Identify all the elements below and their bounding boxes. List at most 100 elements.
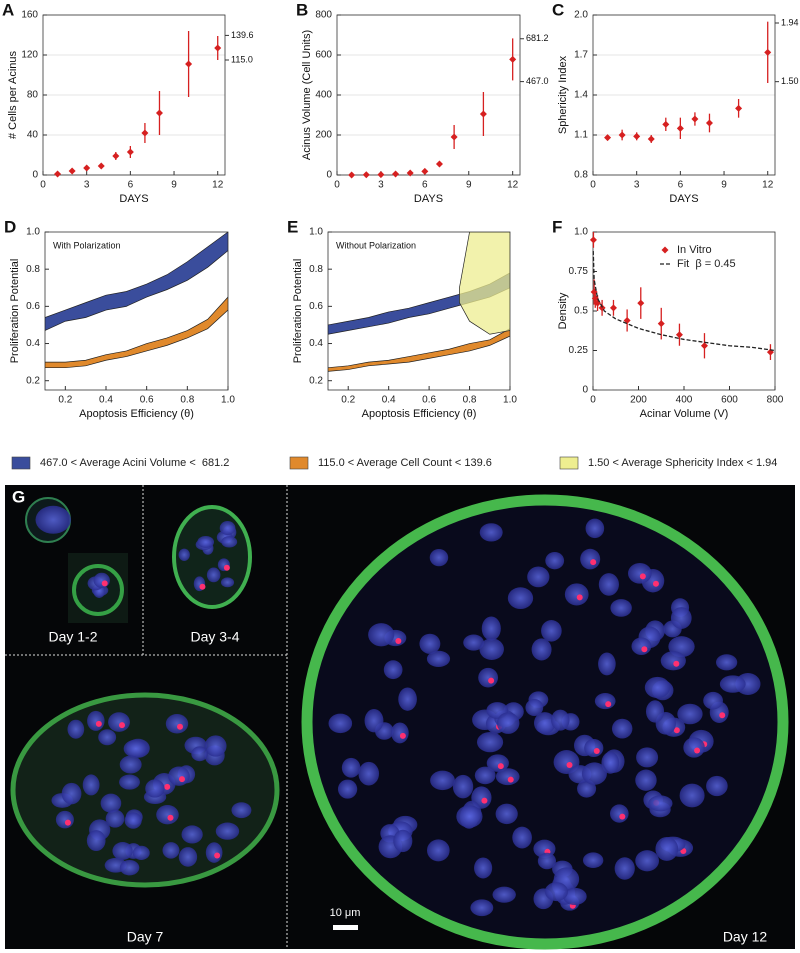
panel-label: C xyxy=(552,0,564,19)
point xyxy=(691,115,699,123)
y-tick-label: 1.4 xyxy=(574,90,588,101)
nucleus xyxy=(716,654,738,671)
x-axis-label: Acinar Volume (V) xyxy=(640,408,729,420)
marker-spot xyxy=(576,594,583,601)
nucleus xyxy=(231,802,252,819)
y-tick-label: 0.2 xyxy=(309,375,323,386)
y-tick-label: 0 xyxy=(326,170,332,181)
marker-spot xyxy=(199,583,206,590)
nucleus xyxy=(215,822,240,840)
marker-spot xyxy=(488,677,495,684)
chart: 0.2 0.4 0.6 0.8 1.0 0.2 0.4 0.6 0.8 1.0 Apoptosis … xyxy=(4,217,235,419)
x-tick-label: 6 xyxy=(128,180,134,191)
plot-frame xyxy=(44,231,229,391)
nucleus xyxy=(719,675,746,693)
point xyxy=(633,132,641,140)
nucleus xyxy=(82,774,100,796)
chart: 0 200 400 600 800 0 3 6 9 12 DAYS Acinus Volume (Ce… xyxy=(296,0,549,204)
nucleus xyxy=(610,599,632,617)
nucleus xyxy=(481,616,501,641)
point xyxy=(54,170,62,178)
nucleus xyxy=(611,718,633,739)
nucleus xyxy=(660,651,686,671)
nucleus xyxy=(582,852,604,869)
y-tick-label: 1.0 xyxy=(574,227,588,238)
marker-spot xyxy=(694,747,701,754)
nucleus xyxy=(601,751,620,774)
nucleus xyxy=(112,842,133,860)
fit-line xyxy=(592,250,776,352)
marker-spot xyxy=(719,712,726,719)
nucleus xyxy=(527,566,550,588)
nucleus xyxy=(87,710,105,731)
plot-frame xyxy=(42,14,226,176)
nucleus xyxy=(105,809,125,828)
nucleus xyxy=(426,650,451,667)
point xyxy=(406,169,414,177)
point xyxy=(604,134,612,142)
nucleus xyxy=(100,793,122,813)
marker-spot xyxy=(590,559,597,566)
nucleus xyxy=(474,857,493,879)
point xyxy=(214,44,222,52)
point xyxy=(435,160,443,168)
point xyxy=(479,110,487,118)
marker-spot xyxy=(507,776,514,783)
nucleus xyxy=(580,548,601,570)
plot-frame xyxy=(592,14,776,176)
nucleus xyxy=(204,735,227,757)
nucleus xyxy=(86,830,106,852)
marker-spot xyxy=(164,783,171,790)
nucleus xyxy=(337,779,358,799)
y-tick-label: 0.2 xyxy=(26,375,40,386)
nucleus xyxy=(655,837,679,861)
nucleus xyxy=(474,766,496,785)
panel-label: G xyxy=(12,487,25,506)
point xyxy=(764,48,772,56)
y-tick-label: 0.6 xyxy=(26,301,40,312)
legend-swatch xyxy=(661,246,669,254)
nucleus xyxy=(541,620,562,642)
x-tick-label: 0.4 xyxy=(382,395,396,406)
point xyxy=(509,55,517,63)
nucleus xyxy=(119,774,140,790)
nucleus xyxy=(683,737,705,758)
nucleus xyxy=(165,713,189,734)
nucleus xyxy=(614,857,635,880)
point xyxy=(637,299,645,307)
nucleus xyxy=(220,577,235,588)
y-tick-label: 2.0 xyxy=(574,10,588,21)
point xyxy=(392,170,400,178)
nucleus xyxy=(156,805,179,825)
chart: 0.8 1.1 1.4 1.7 2.0 0 3 6 9 12 DAYS Sphericity Inde… xyxy=(552,0,799,204)
nucleus xyxy=(426,839,450,862)
nucleus xyxy=(512,826,532,849)
x-axis-label: DAYS xyxy=(119,193,148,205)
nucleus xyxy=(479,638,504,660)
marker-spot xyxy=(639,573,646,580)
nucleus xyxy=(391,722,409,744)
y-tick-label: 1.0 xyxy=(26,227,40,238)
marker-spot xyxy=(673,727,680,734)
right-tick-label: 681.2 xyxy=(526,33,549,43)
y-tick-label: 400 xyxy=(315,90,332,101)
day-label: Day 1-2 xyxy=(48,629,97,645)
marker-spot xyxy=(177,723,184,730)
nucleus xyxy=(358,761,380,786)
point xyxy=(421,167,429,175)
nucleus xyxy=(55,810,74,829)
nucleus xyxy=(563,887,587,906)
panel-label: D xyxy=(4,217,16,236)
nucleus xyxy=(537,852,557,870)
y-tick-label: 0.4 xyxy=(26,338,40,349)
nucleus xyxy=(545,551,565,570)
nucleus xyxy=(476,731,504,753)
marker-spot xyxy=(119,722,126,729)
x-tick-label: 600 xyxy=(721,395,738,406)
x-tick-label: 0.6 xyxy=(422,395,436,406)
right-tick-label: 1.94 xyxy=(781,17,799,27)
nucleus xyxy=(581,762,607,785)
nucleus xyxy=(533,712,556,734)
legend-swatch xyxy=(11,456,31,470)
